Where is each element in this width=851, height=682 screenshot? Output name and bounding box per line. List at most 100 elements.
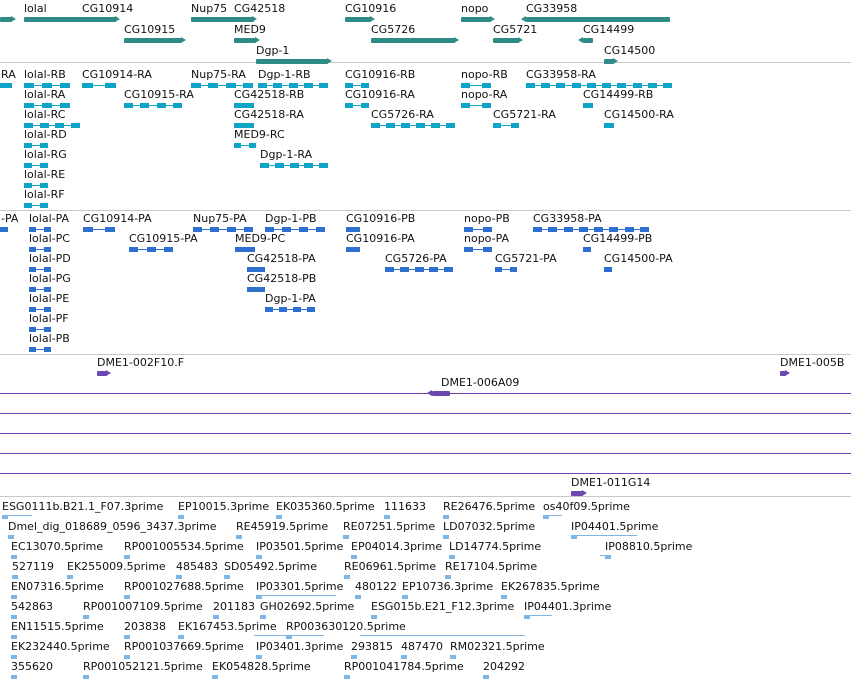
- protein-feature-label[interactable]: nopo-PB: [464, 212, 510, 225]
- est-feature-glyph[interactable]: [11, 635, 17, 639]
- est-feature-label[interactable]: RE26476.5prime: [443, 500, 536, 513]
- protein-feature-glyph[interactable]: [247, 287, 265, 292]
- est-feature-label[interactable]: RE06961.5prime: [344, 560, 437, 573]
- est-feature-label[interactable]: ESG015b.E21_F12.3prime: [371, 600, 515, 613]
- rna-feature-label[interactable]: CG14500-RA: [604, 108, 674, 121]
- gene-feature-label[interactable]: CG14499: [583, 23, 635, 36]
- est-feature-glyph[interactable]: [212, 675, 218, 679]
- protein-feature-label[interactable]: lolal-PC: [29, 232, 70, 245]
- rna-feature-glyph[interactable]: [234, 123, 254, 128]
- protein-feature-glyph[interactable]: [29, 347, 51, 352]
- gene-feature-glyph[interactable]: [461, 16, 495, 22]
- rna-feature-glyph[interactable]: [24, 83, 70, 88]
- est-feature-glyph[interactable]: [11, 655, 17, 659]
- rna-feature-label[interactable]: CG10916-RA: [345, 88, 415, 101]
- gene-feature-label[interactable]: CG10915: [124, 23, 176, 36]
- est-feature-glyph[interactable]: [178, 635, 184, 639]
- rna-feature-glyph[interactable]: [24, 143, 48, 148]
- est-feature-glyph[interactable]: [176, 575, 182, 579]
- protein-feature-glyph[interactable]: [604, 267, 612, 272]
- protein-feature-label[interactable]: nopo-PA: [464, 232, 510, 245]
- protein-feature-glyph[interactable]: [29, 247, 51, 252]
- protein-feature-glyph[interactable]: [29, 307, 51, 312]
- protein-feature-label[interactable]: lolal-PA: [29, 212, 70, 225]
- rna-feature-label[interactable]: CG42518-RA: [234, 108, 304, 121]
- est-feature-glyph[interactable]: [524, 615, 530, 619]
- est-feature-glyph[interactable]: [355, 595, 361, 599]
- protein-feature-label[interactable]: Dgp-1-PA: [265, 292, 316, 305]
- protein-feature-glyph[interactable]: [129, 247, 173, 252]
- gene-feature-label[interactable]: Nup75: [191, 2, 228, 15]
- est-feature-glyph[interactable]: [276, 515, 282, 519]
- est-feature-label[interactable]: RE45919.5prime: [236, 520, 329, 533]
- est-feature-label[interactable]: RP001037669.5prime: [124, 640, 244, 653]
- rna-feature-label[interactable]: RA: [1, 68, 16, 81]
- gene-feature-glyph[interactable]: [256, 58, 332, 64]
- rna-feature-glyph[interactable]: [371, 123, 455, 128]
- est-feature-glyph[interactable]: [402, 595, 408, 599]
- est-feature-glyph[interactable]: [351, 555, 357, 559]
- est-feature-label[interactable]: ESG0111b.B21.1_F07.3prime: [2, 500, 164, 513]
- est-feature-label[interactable]: SD05492.5prime: [224, 560, 317, 573]
- protein-feature-glyph[interactable]: [385, 267, 453, 272]
- rna-feature-glyph[interactable]: [24, 203, 48, 208]
- est-feature-label[interactable]: EK035360.5prime: [276, 500, 375, 513]
- est-feature-label[interactable]: EN07316.5prime: [11, 580, 104, 593]
- est-feature-glyph[interactable]: [443, 535, 449, 539]
- est-feature-glyph[interactable]: [256, 555, 262, 559]
- clone-feature-label[interactable]: DME1-002F10.F: [97, 356, 185, 369]
- est-feature-label[interactable]: EK255009.5prime: [67, 560, 166, 573]
- est-feature-glyph[interactable]: [124, 595, 130, 599]
- gene-feature-glyph[interactable]: [191, 16, 257, 22]
- rna-feature-label[interactable]: lolal-RC: [24, 108, 66, 121]
- protein-feature-label[interactable]: lolal-PD: [29, 252, 71, 265]
- rna-feature-glyph[interactable]: [191, 83, 253, 88]
- est-feature-label[interactable]: RE17104.5prime: [445, 560, 538, 573]
- rna-feature-glyph[interactable]: [493, 123, 519, 128]
- est-feature-label[interactable]: EC13070.5prime: [11, 540, 104, 553]
- gene-feature-glyph[interactable]: [0, 16, 16, 22]
- est-feature-label[interactable]: EK167453.5prime: [178, 620, 277, 633]
- est-feature-glyph[interactable]: [83, 675, 89, 679]
- gene-feature-label[interactable]: Dgp-1: [256, 44, 290, 57]
- est-feature-glyph[interactable]: [8, 535, 14, 539]
- protein-feature-glyph[interactable]: [533, 227, 649, 232]
- protein-feature-label[interactable]: lolal-PG: [29, 272, 71, 285]
- est-feature-glyph[interactable]: [224, 575, 230, 579]
- protein-feature-glyph[interactable]: [83, 227, 115, 232]
- rna-feature-label[interactable]: CG42518-RB: [234, 88, 305, 101]
- rna-feature-glyph[interactable]: [234, 103, 254, 108]
- clone-feature-label[interactable]: DME1-011G14: [571, 476, 651, 489]
- est-feature-label[interactable]: RE07251.5prime: [343, 520, 436, 533]
- est-feature-glyph[interactable]: [236, 535, 242, 539]
- est-feature-glyph[interactable]: [384, 515, 390, 519]
- protein-feature-label[interactable]: CG14499-PB: [583, 232, 653, 245]
- clone-feature-glyph[interactable]: [97, 370, 111, 376]
- rna-feature-glyph[interactable]: [604, 123, 614, 128]
- gene-feature-glyph[interactable]: [604, 58, 618, 64]
- protein-feature-label[interactable]: -PA: [1, 212, 19, 225]
- est-feature-glyph[interactable]: [124, 555, 130, 559]
- est-feature-label[interactable]: 355620: [11, 660, 53, 673]
- protein-feature-label[interactable]: CG10916-PA: [346, 232, 415, 245]
- protein-feature-label[interactable]: lolal-PB: [29, 332, 70, 345]
- rna-feature-glyph[interactable]: [234, 143, 256, 148]
- gene-feature-label[interactable]: lolal: [24, 2, 47, 15]
- gene-feature-glyph[interactable]: [124, 37, 186, 43]
- rna-feature-glyph[interactable]: [345, 103, 369, 108]
- est-feature-glyph[interactable]: [286, 635, 292, 639]
- rna-feature-label[interactable]: CG14499-RB: [583, 88, 654, 101]
- est-feature-label[interactable]: EN11515.5prime: [11, 620, 104, 633]
- est-feature-glyph[interactable]: [178, 515, 184, 519]
- est-feature-glyph[interactable]: [483, 675, 489, 679]
- gene-feature-glyph[interactable]: [371, 37, 459, 43]
- est-feature-label[interactable]: RM02321.5prime: [450, 640, 545, 653]
- est-feature-label[interactable]: 480122: [355, 580, 397, 593]
- est-feature-label[interactable]: EK267835.5prime: [501, 580, 600, 593]
- est-feature-label[interactable]: RP001007109.5prime: [83, 600, 203, 613]
- protein-feature-glyph[interactable]: [29, 227, 51, 232]
- est-feature-glyph[interactable]: [571, 535, 577, 539]
- rna-feature-glyph[interactable]: [124, 103, 182, 108]
- est-feature-label[interactable]: os40f09.5prime: [543, 500, 630, 513]
- est-feature-label[interactable]: 111633: [384, 500, 426, 513]
